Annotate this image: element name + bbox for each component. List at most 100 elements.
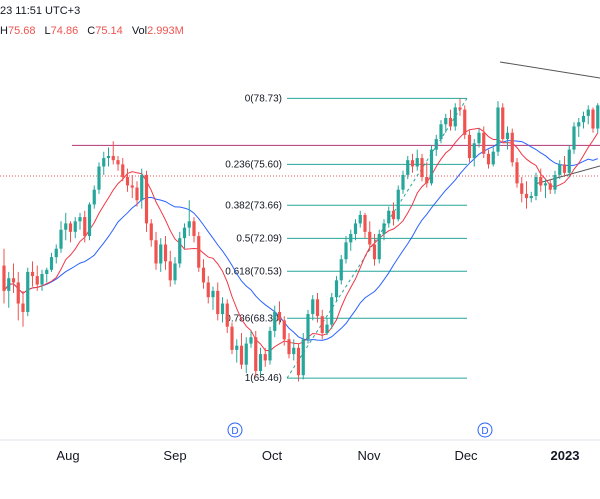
candle-body [168,261,172,281]
header-ohlc: H75.68 L74.86 C75.14 Vol2.993M [0,25,190,37]
fib-level-label: 0.786(68.30) [225,313,282,324]
candle-body [529,196,533,199]
candle [40,269,44,291]
candle [529,191,533,203]
candle [577,118,581,137]
triangle-pattern[interactable] [499,61,600,185]
candle-body [273,311,277,331]
candle-body [306,314,310,340]
candle [401,170,405,194]
candle [173,257,177,285]
candle-body [92,189,96,205]
candle-body [30,271,35,277]
candle [505,126,510,150]
fib-level-label: 0(78.73) [245,93,282,104]
candle-body [344,242,348,260]
candle-body [211,290,215,298]
candle-body [220,303,225,315]
candle [106,147,111,167]
candle-body [111,155,115,161]
candle [87,202,92,241]
x-axis-label: Oct [262,448,283,463]
candle [553,170,557,194]
candle-body [458,107,462,110]
candle-body [548,183,552,190]
candle-body [349,233,353,243]
candle-body [239,345,244,365]
candle [396,185,400,222]
candle [406,155,410,180]
candle-body [182,227,187,239]
candle-body [472,143,476,159]
candle [434,134,438,156]
candle [92,185,96,209]
candle [135,181,139,207]
candle-body [339,259,343,281]
candle-body [2,265,6,291]
candle-body [505,132,510,140]
candle [225,299,229,334]
candle [510,128,514,167]
candle [363,212,367,239]
candle [282,316,286,346]
candle [377,229,381,264]
candle [73,217,77,239]
candle-body [539,177,543,186]
candle [7,271,11,308]
header-datetime: 23 11:51 UTC+3 [0,5,81,17]
candle [292,339,296,361]
candle [16,271,20,321]
ohlc-high-key: H [0,25,8,37]
candle-body [396,189,400,220]
candle-body [353,223,358,234]
candle-body [515,162,519,184]
candle [463,105,467,140]
candle [102,151,106,175]
candle [182,223,187,249]
candle [315,292,320,323]
candle [163,236,168,270]
candle [496,101,500,156]
candle [97,162,101,194]
candle-body [377,233,381,260]
candle-body [315,299,320,317]
candle [21,290,25,327]
candle [349,229,353,251]
candle [458,98,462,116]
candle [391,202,396,226]
horizontal-levels[interactable] [0,144,600,177]
candle [206,276,210,304]
candle-body [296,347,301,376]
candle-body [325,324,329,334]
candle [168,250,172,287]
x-axis-label: Aug [56,448,79,463]
fibonacci-retracement[interactable]: 0(78.73) 0.236(75.60) 0.382(73.66) 0.5(72.0… [225,93,467,384]
candle-body [496,107,500,152]
candle [78,212,82,230]
moving-averages [3,127,599,352]
candle-body [562,164,567,173]
candle [444,113,448,133]
candle-body [258,354,263,371]
candle [453,103,457,131]
candle-body [467,134,472,159]
candle [111,141,115,165]
dividend-marker-circle [477,422,493,438]
candle [429,145,434,186]
candle-body [73,221,77,232]
candle-body [292,347,296,355]
candle-body [135,187,139,201]
candle [534,172,538,201]
candle [192,217,196,243]
candle-body [581,115,586,123]
candle [482,126,486,159]
candle-body [401,174,405,190]
candle [201,259,206,289]
candle-body [372,244,377,260]
candle [491,147,495,167]
candle [230,322,234,355]
candle [524,181,529,209]
dividend-marker: D [477,422,493,438]
